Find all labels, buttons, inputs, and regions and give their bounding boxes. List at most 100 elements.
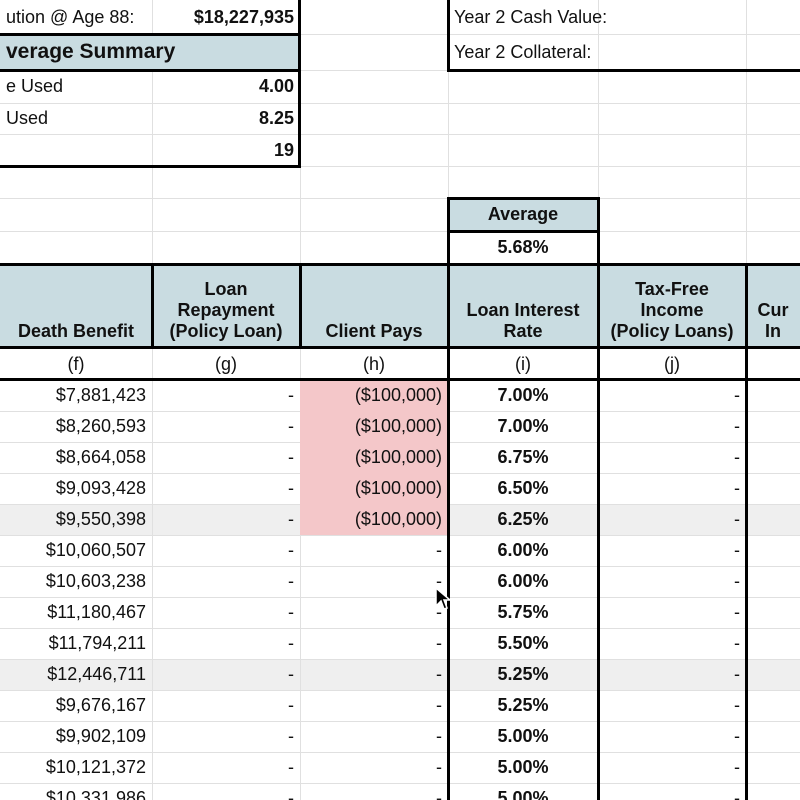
- cell: 4.00: [258, 76, 294, 96]
- grid-line: [0, 721, 800, 722]
- cell: -: [436, 571, 442, 591]
- cell: -: [734, 788, 740, 800]
- cell: -: [734, 602, 740, 622]
- grid-line: [152, 0, 153, 800]
- cell: -: [734, 509, 740, 529]
- cell-border: [447, 0, 450, 72]
- cell: 6.75%: [497, 447, 549, 467]
- grid-line: [0, 690, 800, 691]
- cell-border: [0, 69, 300, 72]
- average-header: Average: [448, 198, 598, 231]
- grid-line: [0, 628, 800, 629]
- cell: $9,676,167: [55, 695, 146, 715]
- cell: -: [436, 726, 442, 746]
- cell: $8,260,593: [55, 416, 146, 436]
- column-letter: (j): [664, 353, 680, 374]
- cell: $12,446,711: [47, 664, 146, 684]
- column-header: Death Benefit: [0, 264, 152, 348]
- cell: 7.00%: [497, 385, 549, 405]
- cell-border: [447, 69, 800, 72]
- cell: -: [288, 788, 294, 800]
- cell: 5.00%: [497, 788, 549, 800]
- cell: ($100,000): [300, 442, 448, 473]
- grid-line: [0, 597, 800, 598]
- cell: 19: [273, 139, 294, 160]
- cell-border: [299, 264, 302, 348]
- cell: $9,902,109: [55, 726, 146, 746]
- cell: $10,603,238: [45, 571, 146, 591]
- cell-border: [447, 197, 600, 200]
- cell: 5.75%: [497, 602, 549, 622]
- cell: -: [734, 726, 740, 746]
- cell: 5.50%: [497, 633, 549, 653]
- cell: Used: [6, 108, 49, 128]
- cell: -: [288, 757, 294, 777]
- grid-line: [0, 70, 800, 71]
- cell: $11,180,467: [47, 602, 146, 622]
- cell: -: [288, 571, 294, 591]
- cell: -: [288, 385, 294, 405]
- grid-line: [0, 231, 800, 232]
- column-header: Loan Interest Rate: [448, 264, 598, 348]
- grid-line: [0, 535, 800, 536]
- cell: -: [288, 664, 294, 684]
- cell: -: [288, 416, 294, 436]
- grid-line: [0, 34, 800, 35]
- cell: 5.00%: [497, 757, 549, 777]
- cell: ($100,000): [300, 380, 448, 411]
- section-header: verage Summary: [0, 34, 300, 70]
- cell: $9,550,398: [55, 509, 146, 529]
- cell-border: [0, 33, 300, 36]
- cell: $9,093,428: [55, 478, 146, 498]
- column-header: Cur In: [746, 264, 800, 348]
- grid-line: [0, 659, 800, 660]
- cell-border: [597, 197, 600, 265]
- cell: 6.00%: [497, 571, 549, 591]
- cell-border: [0, 378, 800, 381]
- cell-border: [447, 197, 450, 265]
- cell-border: [597, 264, 600, 800]
- mouse-cursor: [435, 586, 453, 610]
- cell: ($100,000): [300, 473, 448, 504]
- grid-line: [0, 752, 800, 753]
- cell-border: [447, 230, 600, 233]
- cell: ($100,000): [300, 504, 448, 535]
- cell: -: [734, 540, 740, 560]
- cell: -: [734, 633, 740, 653]
- cell-border: [151, 264, 154, 348]
- cell: -: [436, 540, 442, 560]
- cell: 8.25: [258, 108, 294, 128]
- column-letter: (i): [515, 353, 531, 374]
- cell-border: [0, 346, 800, 349]
- cell: 5.25%: [497, 695, 549, 715]
- cell: -: [288, 478, 294, 498]
- cell: -: [288, 695, 294, 715]
- cell: $10,060,507: [45, 540, 146, 560]
- cell-border: [298, 0, 301, 168]
- cell: -: [436, 633, 442, 653]
- cell: -: [288, 540, 294, 560]
- grid-line: [0, 103, 800, 104]
- cell: -: [734, 478, 740, 498]
- cell: -: [288, 633, 294, 653]
- column-header: Client Pays: [300, 264, 448, 348]
- cell: 5.00%: [497, 726, 549, 746]
- cell: -: [288, 509, 294, 529]
- cell: -: [288, 726, 294, 746]
- cell-border: [447, 264, 450, 800]
- cell: -: [436, 664, 442, 684]
- cell: e Used: [6, 76, 64, 96]
- cell: 6.25%: [497, 509, 549, 529]
- cell: [0, 134, 152, 166]
- column-letter: (h): [363, 353, 385, 374]
- cell: -: [288, 447, 294, 467]
- cell: -: [436, 602, 442, 622]
- grid-line: [0, 166, 800, 167]
- grid-line: [0, 566, 800, 567]
- cell: -: [436, 788, 442, 800]
- cell: -: [734, 664, 740, 684]
- cell: Year 2 Cash Value:: [454, 6, 608, 27]
- cell-border: [0, 263, 800, 266]
- column-letter: (g): [215, 353, 237, 374]
